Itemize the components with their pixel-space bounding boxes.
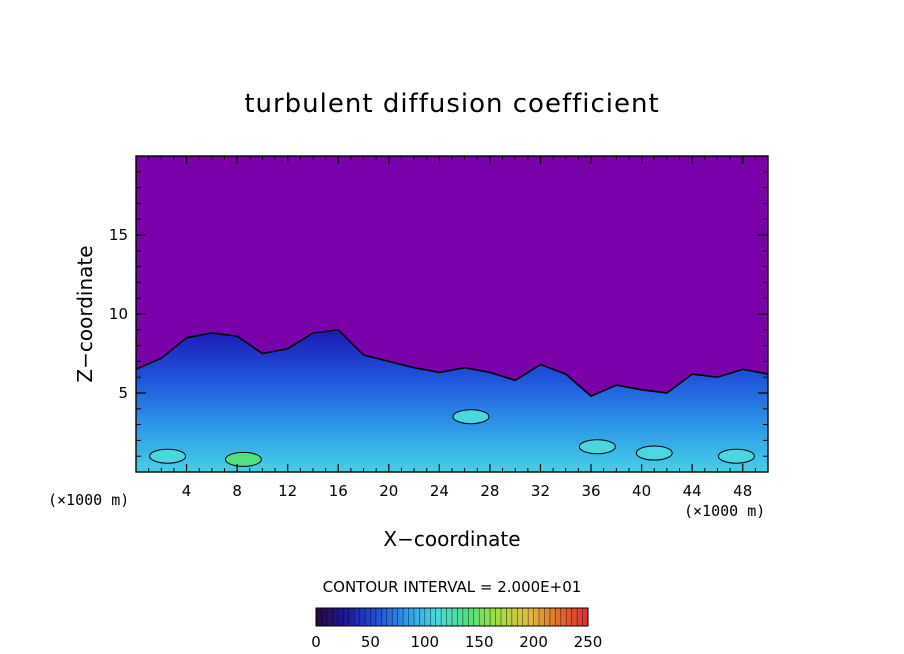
colorbar-tick-label-200: 200 (519, 633, 548, 651)
x-tick-label-12: 12 (278, 482, 297, 500)
x-tick-label-48: 48 (733, 482, 752, 500)
colorbar-tick-label-0: 0 (311, 633, 321, 651)
x-tick-label-44: 44 (683, 482, 702, 500)
x-tick-label-36: 36 (581, 482, 600, 500)
chart-title: turbulent diffusion coefficient (244, 89, 659, 119)
x-tick-label-24: 24 (430, 482, 449, 500)
x-tick-label-4: 4 (182, 482, 192, 500)
high-value-region-3 (578, 439, 616, 455)
y-axis-label: Z−coordinate (73, 245, 97, 382)
y-tick-label-15: 15 (109, 226, 128, 244)
x-tick-label-16: 16 (329, 482, 348, 500)
x-axis-unit-left: (×1000 m) (48, 491, 129, 509)
x-tick-label-28: 28 (480, 482, 499, 500)
high-value-region-2 (149, 448, 187, 464)
colorbar-ticks: 0 50 100 150 200 250 (311, 633, 602, 651)
x-tick-label-32: 32 (531, 482, 550, 500)
x-axis-unit-right: (×1000 m) (684, 502, 765, 520)
x-tick-label-8: 8 (232, 482, 242, 500)
x-tick-label-20: 20 (379, 482, 398, 500)
colorbar-tick-label-150: 150 (465, 633, 494, 651)
high-value-region-6 (717, 448, 755, 464)
colorbar: 0 50 100 150 200 250 (311, 607, 602, 651)
high-value-region-5 (635, 445, 673, 461)
high-value-region-1 (224, 451, 262, 467)
colorbar-tick-label-50: 50 (361, 633, 380, 651)
turbulent-layer (136, 329, 768, 472)
colorbar-tick-label-250: 250 (574, 633, 603, 651)
x-axis-label: X−coordinate (383, 527, 520, 551)
boundary-contour-line (136, 328, 768, 398)
colorbar-stripes (315, 608, 589, 626)
colorbar-tick-label-100: 100 (410, 633, 439, 651)
y-tick-label-10: 10 (109, 305, 128, 323)
plot-area (136, 156, 768, 472)
contour-interval-label: CONTOUR INTERVAL = 2.000E+01 (323, 578, 582, 596)
x-axis-ticks: 4 8 12 16 20 24 28 32 36 40 44 48 (148, 156, 756, 500)
y-tick-label-5: 5 (118, 384, 128, 402)
high-value-region-4 (452, 409, 490, 425)
y-axis-ticks: 5 10 15 (109, 171, 768, 457)
high-value-regions (149, 409, 755, 467)
x-tick-label-40: 40 (632, 482, 651, 500)
